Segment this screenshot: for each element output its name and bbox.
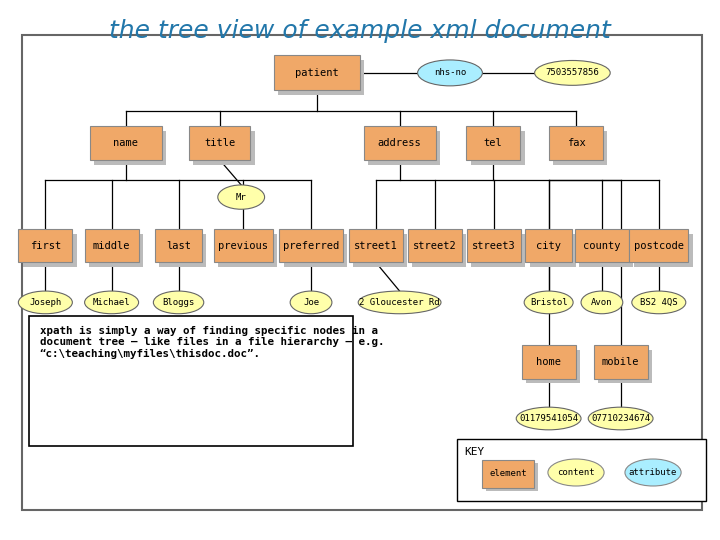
Text: 7503557856: 7503557856 <box>546 69 599 77</box>
FancyBboxPatch shape <box>467 229 521 262</box>
FancyBboxPatch shape <box>274 56 360 90</box>
Text: Bloggs: Bloggs <box>163 298 194 307</box>
Text: first: first <box>30 241 61 251</box>
Ellipse shape <box>153 291 204 314</box>
Ellipse shape <box>19 291 73 314</box>
Text: xpath is simply a way of finding specific nodes in a
document tree – like files : xpath is simply a way of finding specifi… <box>40 326 384 359</box>
Text: title: title <box>204 138 235 148</box>
Text: middle: middle <box>93 241 130 251</box>
Text: name: name <box>114 138 138 148</box>
Text: street1: street1 <box>354 241 397 251</box>
FancyBboxPatch shape <box>19 229 72 262</box>
FancyBboxPatch shape <box>412 234 467 267</box>
FancyBboxPatch shape <box>471 131 524 165</box>
Text: previous: previous <box>218 241 269 251</box>
FancyBboxPatch shape <box>530 234 577 267</box>
FancyBboxPatch shape <box>629 229 688 262</box>
Text: content: content <box>557 468 595 477</box>
Ellipse shape <box>217 185 265 209</box>
FancyBboxPatch shape <box>467 126 521 160</box>
Ellipse shape <box>85 291 138 314</box>
FancyBboxPatch shape <box>218 234 277 267</box>
FancyBboxPatch shape <box>160 234 206 267</box>
Text: the tree view of example xml document: the tree view of example xml document <box>109 19 611 43</box>
FancyBboxPatch shape <box>354 234 408 267</box>
Ellipse shape <box>359 291 441 314</box>
Text: home: home <box>536 357 561 367</box>
Ellipse shape <box>524 291 573 314</box>
FancyBboxPatch shape <box>472 234 526 267</box>
FancyBboxPatch shape <box>598 350 652 383</box>
FancyBboxPatch shape <box>554 131 608 165</box>
FancyBboxPatch shape <box>526 229 572 262</box>
FancyBboxPatch shape <box>579 234 634 267</box>
FancyBboxPatch shape <box>189 126 251 160</box>
Text: 2 Gloucester Rd: 2 Gloucester Rd <box>359 298 440 307</box>
Text: element: element <box>490 469 527 478</box>
FancyBboxPatch shape <box>575 229 629 262</box>
FancyBboxPatch shape <box>349 229 403 262</box>
Ellipse shape <box>625 459 681 486</box>
Ellipse shape <box>290 291 332 314</box>
FancyBboxPatch shape <box>408 229 462 262</box>
Text: attribute: attribute <box>629 468 678 477</box>
Text: tel: tel <box>484 138 503 148</box>
Text: city: city <box>536 241 561 251</box>
Text: Bristol: Bristol <box>530 298 567 307</box>
FancyBboxPatch shape <box>89 234 143 267</box>
Text: 07710234674: 07710234674 <box>591 414 650 423</box>
Ellipse shape <box>534 60 610 85</box>
Text: KEY: KEY <box>464 447 485 457</box>
FancyBboxPatch shape <box>364 126 436 160</box>
Text: county: county <box>583 241 621 251</box>
Text: address: address <box>378 138 421 148</box>
FancyBboxPatch shape <box>634 234 693 267</box>
Text: patient: patient <box>295 68 338 78</box>
FancyBboxPatch shape <box>526 350 580 383</box>
FancyBboxPatch shape <box>482 460 534 488</box>
FancyBboxPatch shape <box>85 229 138 262</box>
FancyBboxPatch shape <box>156 229 202 262</box>
FancyBboxPatch shape <box>368 131 440 165</box>
Text: preferred: preferred <box>283 241 339 251</box>
FancyBboxPatch shape <box>284 234 347 267</box>
FancyBboxPatch shape <box>593 345 648 379</box>
Text: 01179541054: 01179541054 <box>519 414 578 423</box>
FancyBboxPatch shape <box>549 126 603 160</box>
FancyBboxPatch shape <box>214 229 273 262</box>
Text: street2: street2 <box>413 241 456 251</box>
Ellipse shape <box>632 291 686 314</box>
Text: postcode: postcode <box>634 241 684 251</box>
FancyBboxPatch shape <box>94 131 166 165</box>
Text: Michael: Michael <box>93 298 130 307</box>
Text: Mr: Mr <box>236 193 246 201</box>
FancyBboxPatch shape <box>457 439 706 501</box>
FancyBboxPatch shape <box>90 126 162 160</box>
Text: BS2 4QS: BS2 4QS <box>640 298 678 307</box>
Ellipse shape <box>581 291 623 314</box>
Text: street3: street3 <box>472 241 516 251</box>
Text: Avon: Avon <box>591 298 613 307</box>
FancyBboxPatch shape <box>521 345 576 379</box>
FancyBboxPatch shape <box>486 463 538 491</box>
Text: Joe: Joe <box>303 298 319 307</box>
FancyBboxPatch shape <box>29 316 353 446</box>
Text: mobile: mobile <box>602 357 639 367</box>
FancyBboxPatch shape <box>278 60 364 95</box>
FancyBboxPatch shape <box>23 234 76 267</box>
Text: last: last <box>166 241 191 251</box>
FancyBboxPatch shape <box>279 229 343 262</box>
FancyBboxPatch shape <box>22 35 702 510</box>
FancyBboxPatch shape <box>193 131 255 165</box>
Text: nhs-no: nhs-no <box>434 69 466 77</box>
Text: Joseph: Joseph <box>30 298 61 307</box>
Ellipse shape <box>418 60 482 86</box>
Ellipse shape <box>588 407 653 430</box>
Text: fax: fax <box>567 138 585 148</box>
Ellipse shape <box>516 407 581 430</box>
Ellipse shape <box>548 459 604 486</box>
